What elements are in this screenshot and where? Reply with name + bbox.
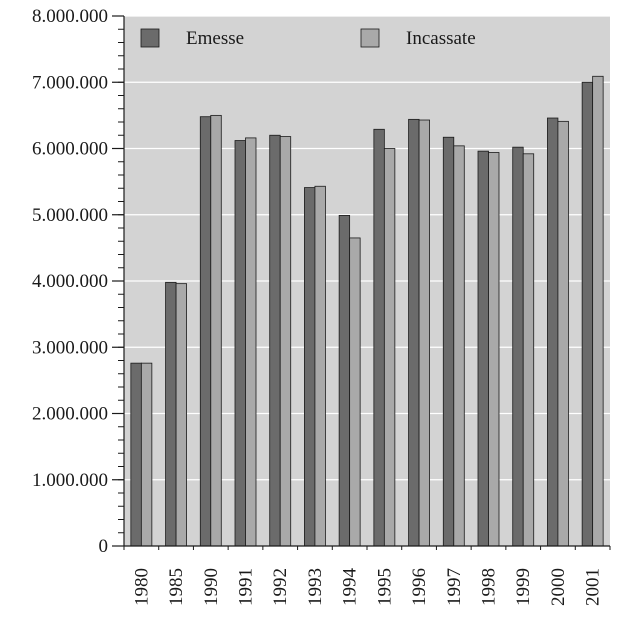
- bar-incassate-1991: [245, 137, 257, 547]
- y-tick-label: 1.000.000: [32, 470, 108, 491]
- x-tick-label: 1992: [270, 568, 291, 606]
- x-tick-label: 1990: [201, 568, 222, 606]
- bar-incassate-2001: [592, 75, 604, 547]
- bar-emesse-1980: [130, 362, 142, 547]
- bar-emesse-1997: [442, 136, 455, 547]
- x-tick-label: 1993: [305, 568, 326, 606]
- bar-incassate-1997: [453, 145, 465, 547]
- y-tick-label: 5.000.000: [32, 205, 108, 226]
- y-tick-label: 7.000.000: [32, 72, 108, 93]
- bar-emesse-1994: [338, 215, 351, 547]
- bar-incassate-1998: [488, 152, 500, 547]
- bar-incassate-2000: [557, 120, 569, 547]
- y-tick-label: 6.000.000: [32, 139, 108, 160]
- bar-incassate-1985: [175, 283, 187, 547]
- bar-incassate-1994: [349, 237, 361, 547]
- bar-emesse-1998: [477, 150, 489, 547]
- bar-emesse-1990: [199, 116, 212, 547]
- bar-incassate-1980: [140, 362, 153, 547]
- legend-label-emesse: Emesse: [186, 28, 244, 49]
- bar-emesse-2001: [581, 81, 594, 547]
- y-axis: 0 1.000.000 2.000.000 3.000.000 4.000.000 5.0…: [32, 6, 125, 557]
- y-tick-label: 3.000.000: [32, 337, 108, 358]
- x-tick-label: 1995: [374, 568, 395, 606]
- x-tick-label: 1994: [340, 568, 361, 607]
- y-tick-label: 4.000.000: [32, 271, 108, 292]
- bars: [130, 75, 604, 547]
- bar-emesse-1993: [304, 187, 316, 547]
- bar-emesse-1999: [512, 146, 524, 547]
- legend-swatch-incassate: [360, 28, 380, 48]
- bar-emesse-1991: [234, 140, 246, 547]
- legend: Emesse Incassate: [140, 28, 476, 49]
- x-tick-label: 2000: [548, 568, 569, 606]
- y-tick-label: 8.000.000: [32, 6, 108, 27]
- bar-emesse-2000: [547, 117, 559, 547]
- legend-label-incassate: Incassate: [406, 28, 476, 49]
- bar-incassate-1996: [418, 119, 430, 547]
- x-tick-label: 1980: [131, 568, 152, 606]
- y-tick-label: 2.000.000: [32, 404, 108, 425]
- x-axis: 1980 1985 1990 1991 1992 1993 1994 1995 1996 1997…: [123, 545, 611, 607]
- bar-incassate-1992: [279, 136, 292, 547]
- x-tick-label: 2001: [583, 568, 604, 606]
- bar-emesse-1985: [165, 281, 177, 547]
- bar-emesse-1996: [408, 118, 420, 547]
- bar-incassate-1999: [522, 153, 535, 547]
- x-tick-label: 1998: [479, 568, 500, 606]
- legend-swatch-emesse: [140, 28, 160, 48]
- bar-incassate-1995: [383, 148, 396, 547]
- bar-incassate-1993: [314, 185, 326, 547]
- bar-emesse-1992: [269, 134, 281, 547]
- x-tick-label: 1997: [444, 568, 465, 606]
- x-tick-label: 1985: [166, 568, 187, 606]
- x-tick-label: 1999: [513, 568, 534, 606]
- x-tick-label: 1996: [409, 568, 430, 606]
- y-tick-label: 0: [99, 536, 109, 557]
- bar-incassate-1990: [210, 114, 222, 547]
- x-tick-label: 1991: [236, 568, 257, 606]
- bar-emesse-1995: [373, 128, 385, 547]
